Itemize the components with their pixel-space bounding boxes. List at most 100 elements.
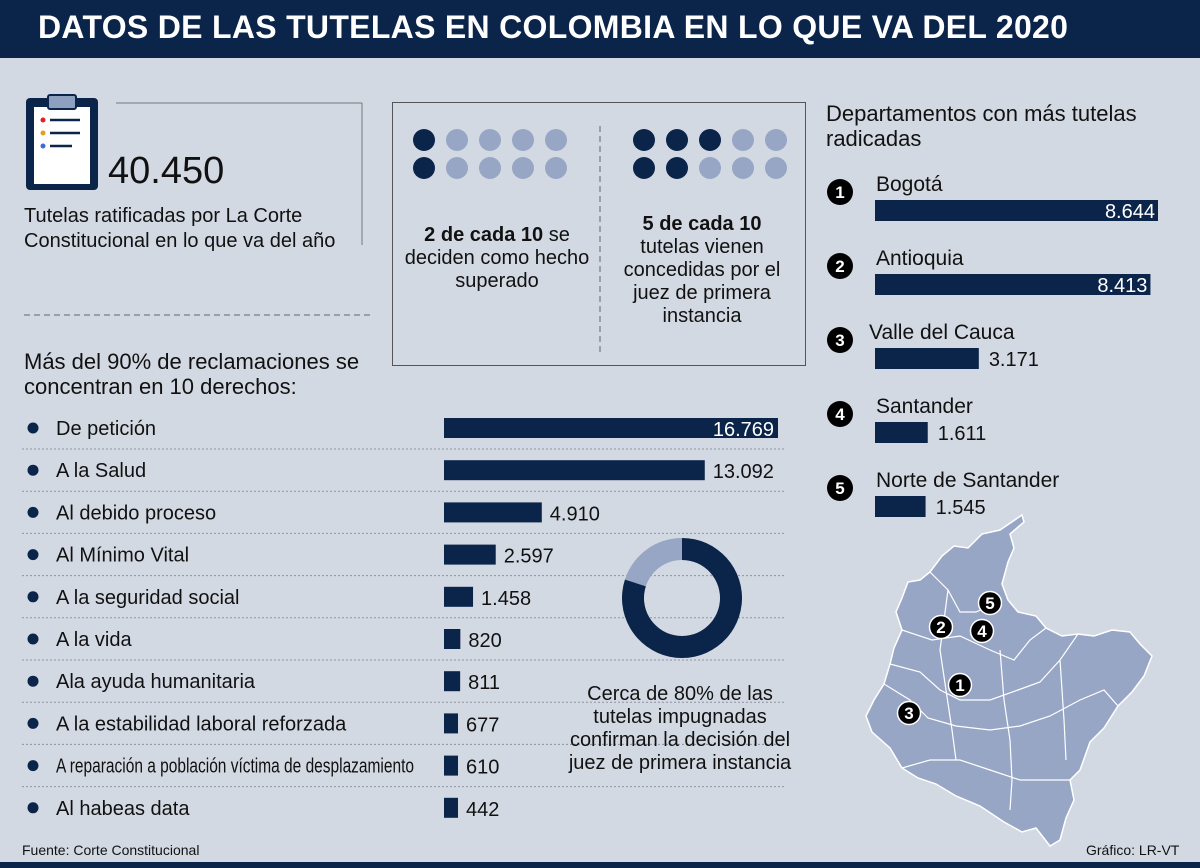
map-marker — [947, 672, 973, 698]
rights-category-label: Ala ayuda humanitaria — [56, 671, 256, 693]
dot-grid-right — [633, 129, 787, 179]
dot-grid-left — [413, 129, 567, 179]
rights-category-label: A la seguridad social — [56, 587, 239, 609]
dot-empty — [732, 129, 754, 151]
rank-badge — [827, 475, 853, 501]
stat-text: tutelas vienen concedidas por el juez de… — [623, 236, 781, 327]
rights-category-label: A la Salud — [56, 460, 146, 482]
rights-bullet — [27, 506, 39, 518]
rights-category-label: Al debido proceso — [56, 502, 216, 524]
map-marker-number: 1 — [955, 676, 964, 695]
department-value-label: 1.611 — [938, 423, 987, 445]
rights-bullet — [27, 717, 39, 729]
department-bar — [875, 348, 979, 369]
stats-box — [392, 102, 806, 366]
department-bar — [875, 274, 1151, 295]
rights-bar — [444, 671, 461, 692]
donut-chart — [622, 538, 742, 659]
map-marker-number: 2 — [936, 618, 945, 637]
map-marker-number: 5 — [985, 594, 994, 613]
department-value-label: 1.545 — [936, 497, 986, 519]
rights-bullet — [27, 464, 39, 476]
page-title: DATOS DE LAS TUTELAS EN COLOMBIA EN LO Q… — [38, 9, 1069, 45]
dot-filled — [666, 157, 688, 179]
rights-category-label: Al habeas data — [56, 798, 190, 820]
rank-badge — [827, 327, 853, 353]
rights-category-label: A la vida — [56, 629, 132, 651]
rights-value-label: 16.769 — [713, 419, 774, 441]
map-marker-number: 3 — [904, 704, 913, 723]
map-marker — [896, 700, 922, 726]
dot-empty — [545, 157, 567, 179]
rights-value-label: 13.092 — [713, 461, 774, 483]
map-marker — [969, 618, 995, 644]
dot-empty — [545, 129, 567, 151]
department-bar — [875, 422, 928, 443]
ratified-count: 40.450 — [108, 150, 225, 192]
rights-bullet — [27, 422, 39, 434]
dot-filled — [633, 129, 655, 151]
department-value-label: 8.413 — [1097, 275, 1147, 297]
donut-caption: Cerca de 80% de las tutelas impugnadas c… — [568, 683, 792, 774]
rights-bullet — [27, 675, 39, 687]
rank-number: 2 — [835, 257, 844, 276]
stat-concedidas: 5 de cada 10 tutelas vienen concedidas p… — [612, 213, 792, 328]
rights-bar — [444, 755, 458, 776]
dot-empty — [765, 129, 787, 151]
rights-bullet — [27, 549, 39, 561]
dot-empty — [512, 157, 534, 179]
ratified-caption: Tutelas ratificadas por La Corte Constit… — [24, 205, 336, 252]
rights-bullet — [27, 591, 39, 603]
stat-hecho-superado: 2 de cada 10 se deciden como hecho super… — [404, 224, 590, 293]
donut-slice — [624, 538, 682, 587]
departments-heading: Departamentos con más tutelas radicadas — [826, 101, 1137, 151]
department-label: Santander — [876, 395, 973, 418]
rights-bar — [444, 586, 474, 607]
department-value-label: 3.171 — [989, 349, 1039, 371]
department-bar — [875, 200, 1158, 221]
rights-category-label: De petición — [56, 418, 156, 440]
department-label: Valle del Cauca — [869, 321, 1015, 344]
rank-badge — [827, 179, 853, 205]
rank-number: 5 — [835, 479, 844, 498]
dot-empty — [446, 129, 468, 151]
rights-heading: Más del 90% de reclamaciones se concentr… — [24, 349, 360, 399]
dot-filled — [633, 157, 655, 179]
department-label: Norte de Santander — [876, 469, 1059, 492]
rights-bullet — [27, 633, 39, 645]
dot-empty — [765, 157, 787, 179]
rights-bar — [444, 460, 705, 481]
stat-bold: 2 de cada 10 — [424, 224, 544, 246]
rights-value-label: 4.910 — [550, 503, 600, 525]
colombia-map-icon — [865, 513, 1153, 847]
dot-empty — [512, 129, 534, 151]
rights-bar — [444, 502, 542, 523]
source-note: Fuente: Corte Constitucional — [22, 842, 200, 858]
map-markers: 1 2 3 4 5 — [896, 590, 1003, 726]
dot-filled — [699, 129, 721, 151]
rights-category-label: A reparación a población víctima de desp… — [56, 756, 414, 778]
rights-bar — [444, 629, 461, 649]
map-marker — [928, 614, 954, 640]
rights-bullet — [27, 760, 39, 772]
departments-bar-chart: 1 Bogotá 8.644 2 Antioquia 8.413 3 Valle del Ca… — [827, 173, 1158, 519]
rights-value-label: 820 — [468, 630, 501, 652]
department-label: Antioquia — [876, 247, 964, 270]
rights-value-label: 811 — [468, 672, 500, 694]
dot-empty — [732, 157, 754, 179]
rights-category-label: A la estabilidad laboral reforzada — [56, 713, 347, 735]
rights-bar — [444, 713, 458, 734]
stat-text: se deciden como hecho superado — [404, 224, 590, 292]
rights-value-label: 677 — [466, 714, 499, 736]
rights-category-label: Al Mínimo Vital — [56, 545, 189, 567]
rights-value-label: 1.458 — [481, 588, 531, 610]
dot-filled — [413, 129, 435, 151]
dot-filled — [666, 129, 688, 151]
rank-number: 4 — [835, 405, 845, 424]
rights-bar-chart: De petición 16.769 A la Salud 13.092 Al debi… — [22, 418, 786, 821]
rights-value-label: 2.597 — [504, 546, 554, 568]
stat-bold: 5 de cada 10 — [642, 213, 762, 235]
header-bar — [0, 0, 1200, 58]
rank-number: 3 — [835, 331, 844, 350]
